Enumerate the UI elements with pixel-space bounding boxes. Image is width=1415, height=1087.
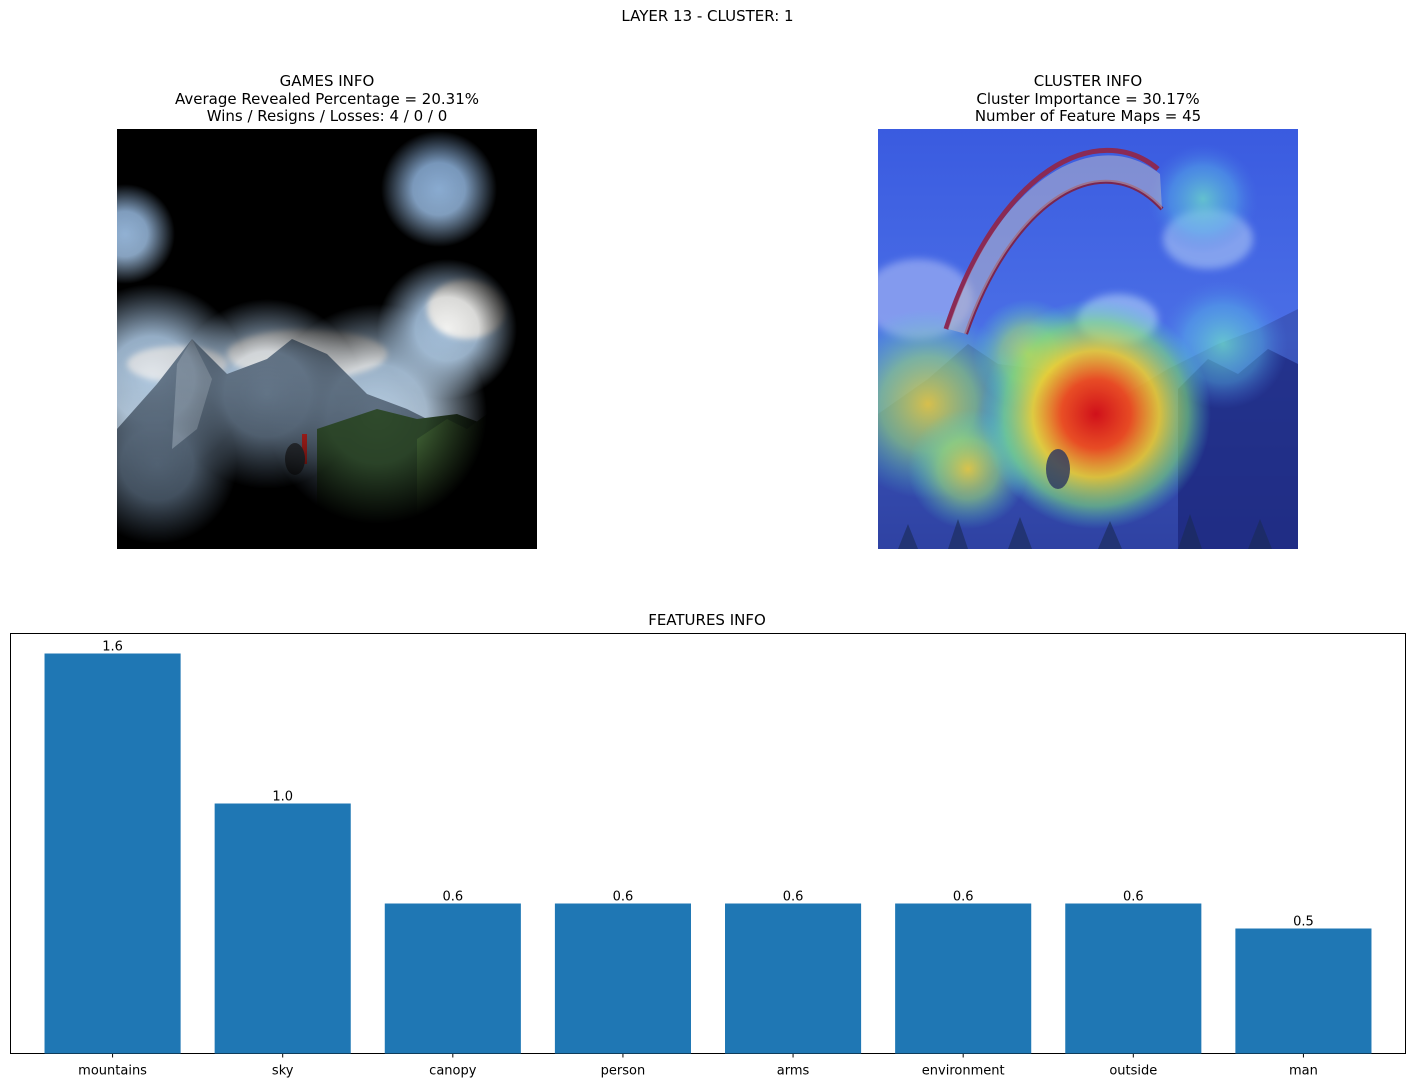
bar-value-label: 1.0 xyxy=(272,790,293,805)
games-info-wins-resigns-losses: Wins / Resigns / Losses: 4 / 0 / 0 xyxy=(206,107,448,125)
bar-value-label: 1.6 xyxy=(102,640,123,655)
bar-person xyxy=(554,903,691,1054)
bar-sky xyxy=(214,803,351,1054)
bar-value-label: 0.6 xyxy=(1123,890,1144,905)
x-tick-label: canopy xyxy=(429,1064,477,1079)
bar-mountains xyxy=(44,653,181,1054)
bar-man xyxy=(1235,928,1372,1054)
x-tick-label: outside xyxy=(1109,1064,1157,1079)
x-tick-label: mountains xyxy=(78,1064,147,1079)
cluster-info-title-block: CLUSTER INFO Cluster Importance = 30.17%… xyxy=(838,72,1338,126)
bar-arms xyxy=(725,903,862,1054)
x-tick-label: arms xyxy=(777,1064,810,1079)
bar-value-label: 0.6 xyxy=(783,890,804,905)
cluster-info-feature-maps: Number of Feature Maps = 45 xyxy=(974,107,1202,125)
figure-title: LAYER 13 - CLUSTER: 1 xyxy=(621,7,794,25)
bar-value-label: 0.6 xyxy=(953,890,974,905)
bar-value-label: 0.6 xyxy=(442,890,463,905)
features-bar-chart: FEATURES INFO 1.6 mountains 1.0 sky 0.6 canop… xyxy=(10,611,1406,1079)
x-tick-label: person xyxy=(601,1064,646,1079)
chart-title: FEATURES INFO xyxy=(648,611,766,629)
games-info-title: GAMES INFO xyxy=(279,72,375,90)
revealed-image xyxy=(117,129,537,549)
x-tick-label: sky xyxy=(272,1064,294,1079)
plot-frame xyxy=(10,633,1406,1054)
games-info-revealed-percentage: Average Revealed Percentage = 20.31% xyxy=(174,89,479,108)
bar-outside xyxy=(1065,903,1202,1054)
cluster-info-importance: Cluster Importance = 30.17% xyxy=(976,89,1200,108)
x-tick-label: environment xyxy=(922,1064,1005,1079)
cluster-heatmap-image xyxy=(878,129,1298,549)
cluster-info-title: CLUSTER INFO xyxy=(1033,72,1143,90)
bar-value-label: 0.6 xyxy=(613,890,634,905)
bar-environment xyxy=(895,903,1032,1054)
bar-canopy xyxy=(384,903,521,1054)
games-info-title-block: GAMES INFO Average Revealed Percentage =… xyxy=(77,72,577,126)
bar-value-label: 0.5 xyxy=(1293,915,1314,930)
x-tick-label: man xyxy=(1289,1064,1318,1079)
